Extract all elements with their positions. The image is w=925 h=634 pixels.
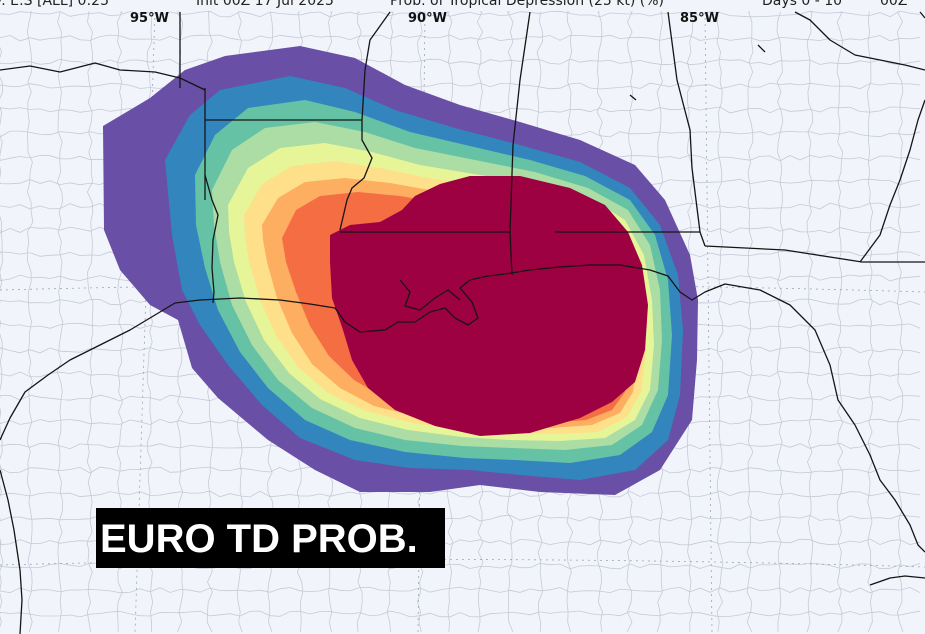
lon-label-90w: 90°W	[408, 11, 447, 26]
time-range: Days 0 - 10	[762, 0, 843, 9]
title-bar: v. E:S [ALL] 0:25 Init 00Z 17 Jul 2025 P…	[0, 0, 925, 12]
state-boundaries	[0, 11, 925, 634]
probability-field	[103, 46, 698, 495]
prob-band-90	[330, 176, 648, 436]
overlay-label-box: EURO TD PROB.	[96, 508, 445, 568]
lon-label-95w: 95°W	[130, 11, 169, 26]
valid-time: 00Z	[880, 0, 908, 9]
lon-label-85w: 85°W	[680, 11, 719, 26]
product-label: Prob. of Tropical Depression (25 kt) (%)	[390, 0, 665, 9]
init-time: Init 00Z 17 Jul 2025	[196, 0, 334, 9]
overlay-label: EURO TD PROB.	[100, 517, 418, 561]
model-label: v. E:S [ALL] 0:25	[0, 0, 109, 9]
